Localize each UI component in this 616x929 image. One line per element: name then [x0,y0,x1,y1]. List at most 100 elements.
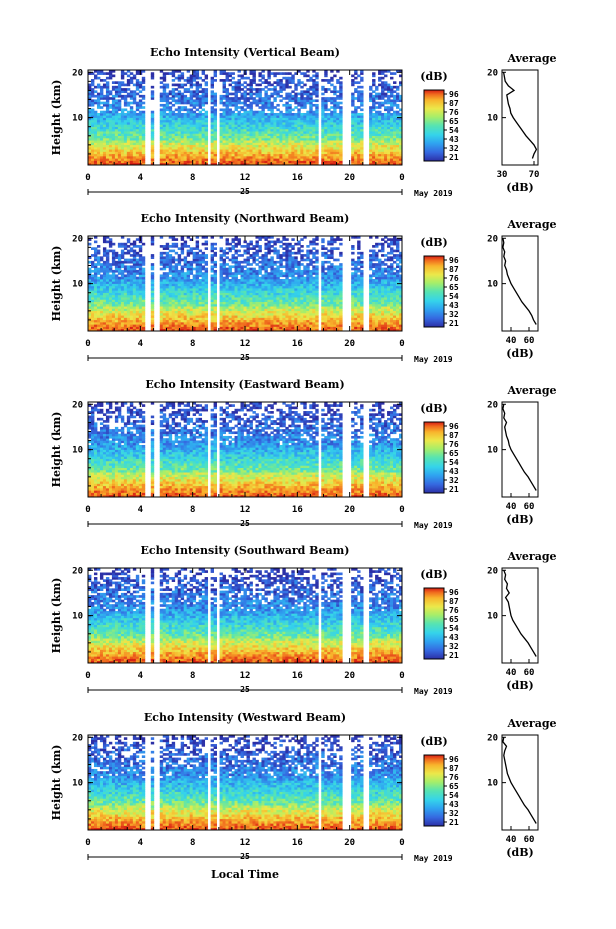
heat-cell [183,151,188,155]
heat-cell [105,249,110,253]
heat-cell [234,97,238,100]
heat-cell [123,117,128,121]
heat-cell [204,310,209,314]
heat-cell [180,137,185,141]
heat-cell [105,144,110,148]
heat-cell [117,146,122,150]
heat-cell [306,155,310,159]
heat-cell [120,74,125,78]
heat-cell [267,160,271,164]
heat-cell [285,162,289,166]
heat-cell [357,119,361,123]
heat-cell [243,115,247,118]
heat-cell [339,140,343,143]
heat-cell [174,276,179,280]
heat-cell [129,140,134,143]
heat-cell [168,326,173,330]
heat-cell [276,140,280,143]
heat-cell [189,119,194,123]
heat-cell [303,124,307,127]
heat-cell [225,126,229,130]
heat-cell [96,290,101,293]
heat-cell [240,94,244,98]
heat-cell [135,88,140,91]
heat-cell [120,310,125,314]
heat-cell [90,144,95,148]
heat-cell [375,153,379,157]
heat-cell [312,135,316,139]
heat-cell [198,162,203,166]
heat-cell [219,151,223,155]
heat-cell [324,79,328,82]
heat-cell [264,149,268,152]
heat-cell [243,319,247,323]
heat-cell [228,131,232,134]
heat-cell [117,106,122,109]
heat-cell [237,99,241,103]
heat-cell [234,299,238,302]
heat-cell [234,288,238,291]
heat-cell [222,128,226,132]
heat-cell [189,94,194,98]
heat-cell [96,135,101,139]
heat-cell [381,101,385,105]
heat-cell [249,115,253,118]
heat-cell [231,321,235,325]
heat-cell [88,260,92,264]
heat-cell [90,158,95,161]
y-tick-label: 20 [72,68,83,78]
heat-cell [186,251,191,255]
heat-cell [198,103,203,107]
heat-cell [168,128,173,132]
heat-cell [108,122,113,125]
heat-cell [210,247,214,250]
heat-cell [195,317,200,321]
heat-cell [300,142,304,146]
heat-cell [261,88,265,91]
heat-cell [303,101,307,105]
heat-cell [246,117,250,121]
heat-cell [88,117,92,121]
heat-cell [165,242,170,246]
date-month-year: May 2019 [414,189,453,198]
heat-cell [333,110,337,114]
heat-cell [171,115,176,118]
heat-cell [267,146,271,150]
heat-cell [198,94,203,98]
heat-cell [240,146,244,150]
heat-cell [315,133,319,136]
heat-cell [300,133,304,136]
heat-cell [264,115,268,118]
heat-cell [327,119,331,123]
heat-cell [321,103,325,107]
heat-cell [150,285,155,289]
heat-cell [132,117,137,121]
heat-cell [186,128,191,132]
heat-cell [324,137,328,141]
heat-cell [231,85,235,89]
heat-cell [210,117,214,121]
heat-cell [249,310,253,314]
heat-cell [180,155,185,159]
heat-cell [357,99,361,103]
heat-cell [93,281,98,284]
heat-cell [117,158,122,161]
heat-cell [234,92,238,96]
heat-cell [108,76,113,80]
heat-cell [141,278,146,282]
heat-cell [117,297,122,300]
heat-cell [279,110,283,114]
heat-cell [180,142,185,146]
heat-cell [324,103,328,107]
heat-cell [243,81,247,84]
heat-cell [237,326,241,330]
heat-cell [99,137,104,141]
heat-cell [123,242,128,246]
avg-y-tick-label: 10 [487,114,498,124]
heat-cell [123,90,128,94]
heat-cell [99,312,104,316]
heat-cell [159,267,164,271]
heat-cell [165,135,170,139]
heat-cell [102,115,107,118]
heat-cell [180,272,185,275]
